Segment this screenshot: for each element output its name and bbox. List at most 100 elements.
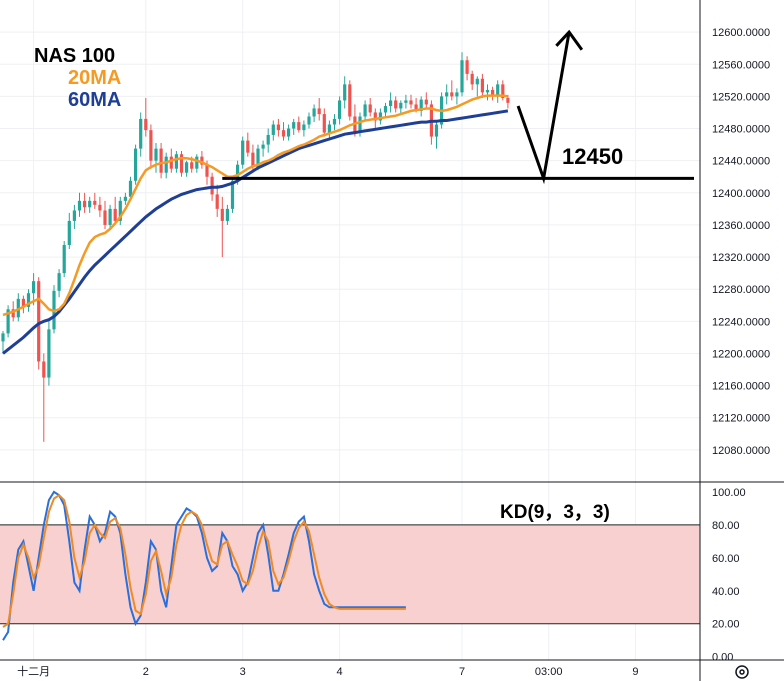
candle-body: [332, 118, 337, 125]
candle-body: [501, 84, 505, 99]
x-tick-label: 4: [337, 666, 343, 678]
kd-y-tick-label: 20.00: [712, 619, 740, 631]
candle-body: [383, 106, 388, 113]
candle-body: [11, 309, 15, 318]
candle-body: [455, 92, 459, 97]
candle-body: [470, 73, 474, 85]
ma60-line: [2, 109, 509, 355]
kd-y-tick-label: 80.00: [712, 520, 740, 532]
candle-body: [358, 116, 362, 133]
y-tick-label: 12360.0000: [712, 220, 770, 232]
candle-body: [190, 162, 194, 169]
candle-body: [72, 210, 76, 221]
candle-body: [21, 298, 25, 307]
candle-body: [363, 104, 367, 117]
x-tick-label: 3: [240, 666, 246, 678]
y-tick-label: 12120.0000: [712, 413, 770, 425]
y-tick-label: 12600.0000: [712, 27, 770, 39]
support-label: 12450: [562, 144, 623, 169]
candle-body: [297, 122, 301, 131]
candle-body: [210, 176, 214, 195]
candle-body: [185, 162, 189, 173]
candle-body: [281, 130, 286, 137]
y-tick-label: 12200.0000: [712, 348, 770, 360]
x-tick-label: 7: [459, 666, 465, 678]
candle-body: [450, 92, 454, 97]
candle-body: [475, 78, 479, 85]
candle-body: [169, 156, 173, 169]
kd-title: KD(9，3，3): [500, 502, 610, 523]
moving-averages: [2, 94, 509, 355]
candle-body: [164, 156, 168, 173]
candle-body: [302, 124, 306, 131]
candle-body: [118, 200, 122, 221]
candle-body: [378, 112, 382, 121]
candle-body: [496, 84, 500, 97]
candle-body: [103, 210, 107, 225]
candle-body: [149, 130, 153, 161]
candle-body: [307, 116, 311, 125]
candle-body: [154, 148, 158, 161]
x-tick-label: 2: [143, 666, 149, 678]
kd-y-tick-label: 0.00: [712, 652, 733, 664]
kd-d-line: [2, 493, 406, 628]
candle-body: [220, 208, 224, 221]
y-tick-label: 12280.0000: [712, 284, 770, 296]
x-tick-label: 03:00: [535, 666, 563, 678]
y-tick-label: 12480.0000: [712, 124, 770, 136]
y-tick-label: 12400.0000: [712, 188, 770, 200]
candle-body: [159, 148, 163, 173]
candle-body: [134, 148, 138, 181]
legend-20ma: 20MA: [68, 67, 121, 89]
y-tick-label: 12440.0000: [712, 156, 770, 168]
candle-body: [195, 156, 199, 169]
candle-body: [77, 200, 82, 211]
candle-body: [144, 118, 148, 131]
candle-body: [179, 154, 184, 173]
candle-body: [317, 108, 321, 115]
candle-body: [419, 99, 423, 111]
candle-body: [230, 180, 235, 209]
candle-body: [139, 118, 143, 149]
candle-body: [460, 60, 464, 93]
candle-body: [57, 273, 61, 291]
candle-body: [256, 148, 260, 168]
candle-body: [343, 84, 347, 101]
candle-body: [236, 164, 240, 181]
y-tick-label: 12160.0000: [712, 381, 770, 393]
candle-body: [42, 361, 46, 378]
candle-body: [491, 89, 495, 97]
candle-body: [322, 114, 326, 133]
candle-body: [215, 194, 219, 209]
candle-body: [6, 309, 10, 334]
candle-body: [445, 92, 449, 97]
y-tick-label: 12520.0000: [712, 91, 770, 103]
candle-body: [409, 100, 413, 105]
candle-body: [108, 208, 112, 225]
candle-body: [47, 329, 51, 378]
candle-body: [128, 180, 133, 197]
candle-body: [241, 140, 245, 165]
projection-arrowhead: [555, 29, 584, 51]
candle-body: [37, 281, 41, 362]
candle-body: [399, 102, 403, 109]
y-tick-label: 12080.0000: [712, 445, 770, 457]
candle-body: [174, 154, 178, 169]
candle-body: [480, 78, 484, 93]
candle-body: [312, 108, 316, 117]
candle-body: [67, 220, 71, 246]
candle-body: [506, 98, 510, 103]
candle-body: [338, 100, 342, 119]
candle-body: [62, 245, 66, 274]
gear-icon[interactable]: [735, 665, 749, 679]
candle-body: [200, 156, 204, 165]
candle-body: [373, 112, 377, 121]
candle-body: [123, 196, 127, 201]
projection-path: [516, 31, 571, 185]
x-tick-label: 9: [632, 666, 638, 678]
candle-body: [205, 164, 209, 177]
candle-body: [465, 60, 469, 74]
candle-body: [348, 84, 352, 117]
